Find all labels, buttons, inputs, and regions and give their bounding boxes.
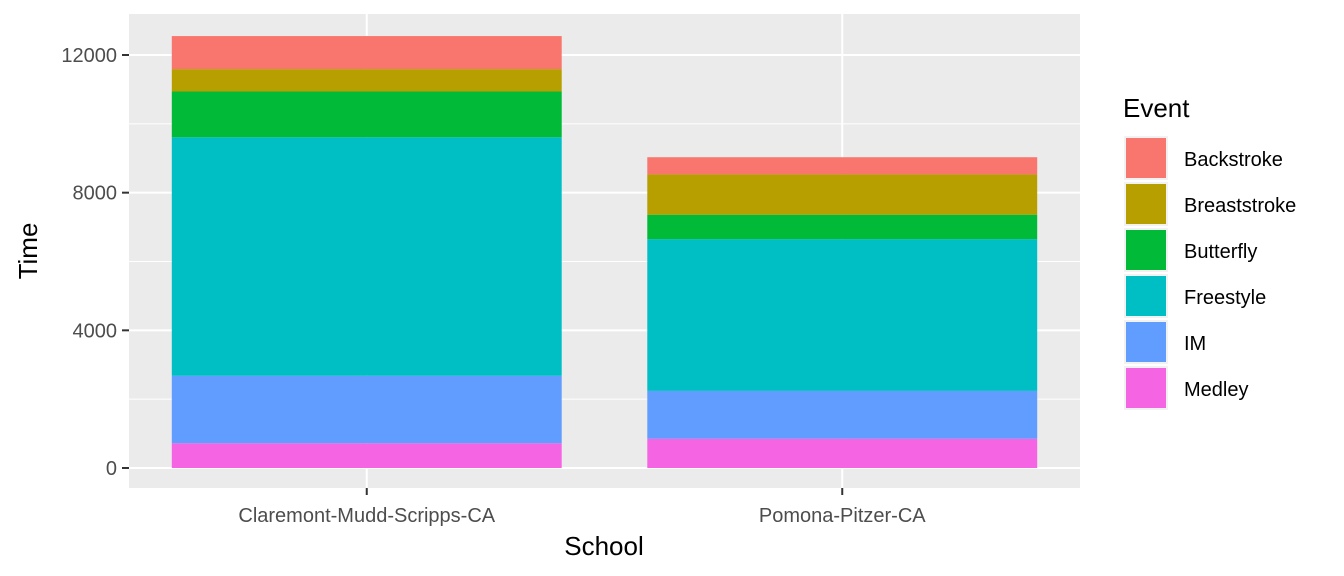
bar-segment-breaststroke [647,174,1038,215]
y-axis: 0 4000 8000 12000 [61,45,129,480]
bar-segment-im [647,390,1038,439]
bar-segment-butterfly [647,214,1038,240]
y-tick-label: 4000 [73,320,118,342]
legend-swatch-medley [1126,368,1166,408]
bars [171,36,1038,468]
legend: Event Backstroke Breaststroke Butterfly Fre… [1123,93,1296,410]
legend-label-medley: Medley [1184,379,1248,401]
legend-label-butterfly: Butterfly [1184,241,1257,263]
y-tick-label: 0 [106,458,117,480]
bar-segment-backstroke [171,36,562,70]
bar-segment-butterfly [171,91,562,138]
legend-swatch-im [1126,322,1166,362]
y-axis-title: Time [13,223,43,280]
x-axis-title: School [564,531,644,561]
legend-swatch-freestyle [1126,276,1166,316]
bar-segment-backstroke [647,157,1038,175]
legend-label-im: IM [1184,333,1206,355]
x-tick-label: Pomona-Pitzer-CA [759,505,926,527]
x-axis: Claremont-Mudd-Scripps-CA Pomona-Pitzer-C… [238,488,926,527]
legend-swatch-backstroke [1126,138,1166,178]
y-tick-label: 12000 [61,45,117,67]
legend-label-backstroke: Backstroke [1184,149,1283,171]
bar-segment-medley [647,438,1038,468]
bar-segment-freestyle [171,137,562,376]
bar-segment-breaststroke [171,69,562,92]
x-tick-label: Claremont-Mudd-Scripps-CA [238,505,495,527]
legend-swatch-breaststroke [1126,184,1166,224]
bar-segment-freestyle [647,239,1038,391]
legend-label-breaststroke: Breaststroke [1184,195,1296,217]
y-tick-label: 8000 [73,183,118,205]
legend-title: Event [1123,93,1190,123]
bar-segment-medley [171,443,562,468]
legend-label-freestyle: Freestyle [1184,287,1266,309]
legend-swatch-butterfly [1126,230,1166,270]
bar-segment-im [171,375,562,444]
